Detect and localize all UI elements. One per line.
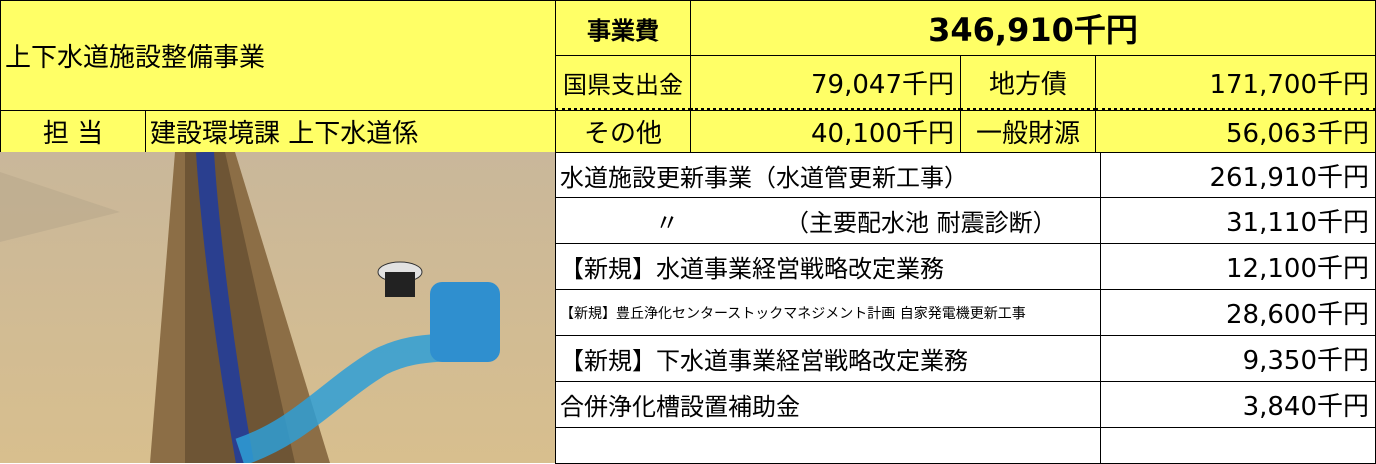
funding-value: 171,700千円	[1095, 55, 1376, 111]
project-amount: 12,100千円	[1100, 243, 1376, 290]
budget-label: 事業費	[555, 0, 691, 56]
ditto-mark: 〃	[655, 209, 679, 237]
funding-label: その他	[555, 110, 691, 153]
project-amount: 3,840千円	[1100, 381, 1376, 428]
site-photo	[0, 152, 555, 463]
project-detail: （主要配水池 耐震診断）	[785, 209, 1057, 237]
project-name: 【新規】下水道事業経営戦略改定業務	[555, 335, 1101, 382]
funding-label: 地方債	[960, 55, 1096, 111]
project-name: 【新規】水道事業経営戦略改定業務	[555, 243, 1101, 290]
project-name	[555, 427, 1101, 464]
budget-total: 346,910千円	[690, 0, 1376, 56]
staff-label: 担 当	[0, 110, 146, 153]
project-name: 【新規】豊丘浄化センターストックマネジメント計画 自家発電機更新工事	[555, 289, 1101, 336]
project-amount	[1100, 427, 1376, 464]
staff-dept: 建設環境課 上下水道係	[145, 110, 556, 153]
project-name: 〃 （主要配水池 耐震診断）	[555, 197, 1101, 244]
project-amount: 9,350千円	[1100, 335, 1376, 382]
project-name: 合併浄化槽設置補助金	[555, 381, 1101, 428]
funding-value: 79,047千円	[690, 55, 961, 111]
funding-value: 40,100千円	[690, 110, 961, 153]
project-title: 上下水道施設整備事業	[0, 0, 556, 111]
funding-label: 国県支出金	[555, 55, 691, 111]
project-amount: 28,600千円	[1100, 289, 1376, 336]
project-amount: 261,910千円	[1100, 152, 1376, 198]
funding-label: 一般財源	[960, 110, 1096, 153]
project-name: 水道施設更新事業（水道管更新工事）	[555, 152, 1101, 198]
project-amount: 31,110千円	[1100, 197, 1376, 244]
funding-value: 56,063千円	[1095, 110, 1376, 153]
